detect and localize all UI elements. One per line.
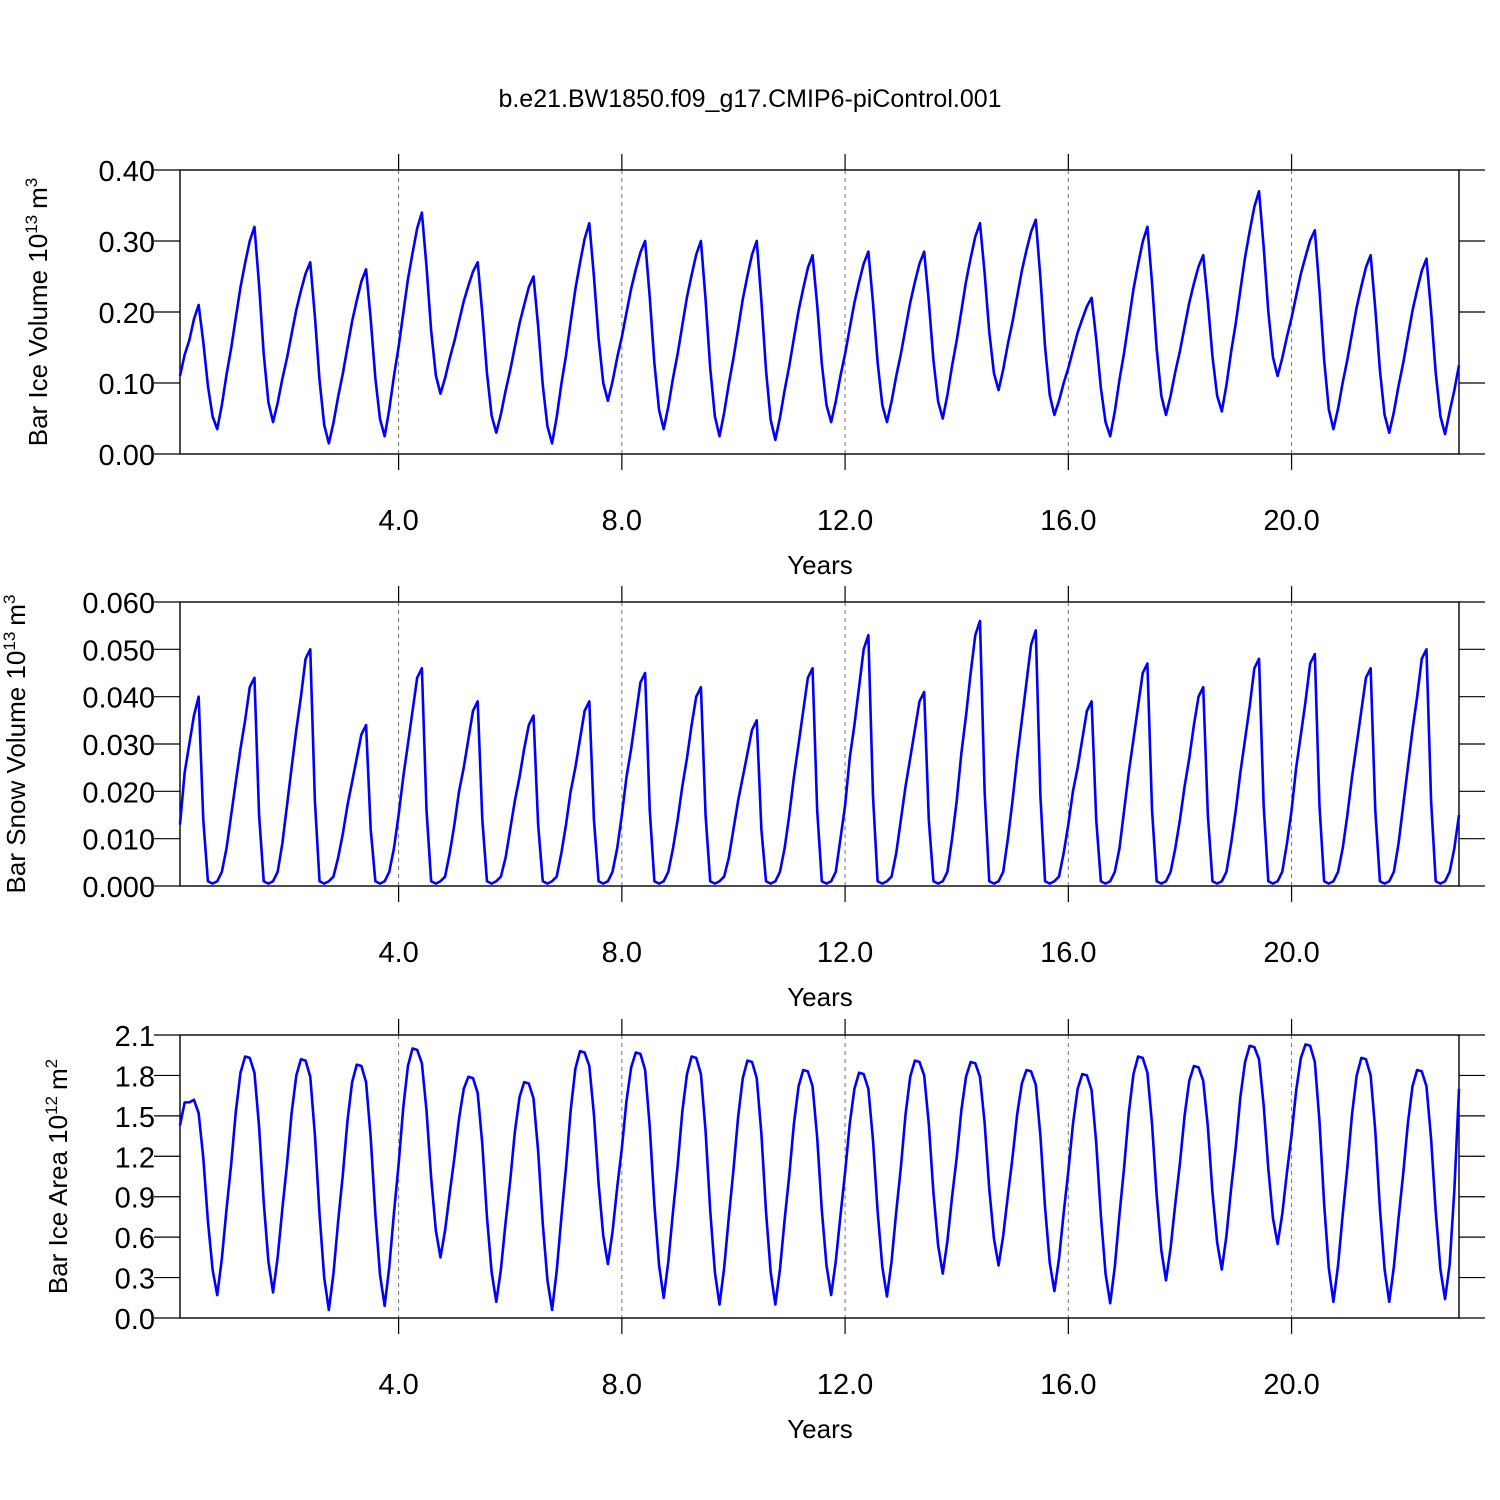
x-tick-label: 8.0 xyxy=(602,937,642,969)
y-axis-label: Bar Ice Area 1012 m2 xyxy=(42,1059,73,1294)
y-tick-label: 0.010 xyxy=(82,825,155,857)
figure-title: b.e21.BW1850.f09_g17.CMIP6-piControl.001 xyxy=(498,85,1001,113)
x-tick-label: 4.0 xyxy=(378,505,418,537)
y-tick-label: 1.2 xyxy=(115,1142,155,1174)
y-tick-label: 0.40 xyxy=(99,156,155,188)
y-label-exponent: 13 xyxy=(22,215,41,234)
y-label-unit-exponent: 3 xyxy=(0,595,19,604)
y-tick-label: 0.0 xyxy=(115,1304,155,1336)
x-tick-label: 8.0 xyxy=(602,505,642,537)
y-tick-label: 0.050 xyxy=(82,635,155,667)
x-axis-label: Years xyxy=(787,550,853,580)
y-label-unit-exponent: 3 xyxy=(22,178,41,187)
data-line xyxy=(178,190,1461,445)
x-tick-label: 12.0 xyxy=(817,505,873,537)
y-tick-label: 1.5 xyxy=(115,1102,155,1134)
y-tick-label: 0.3 xyxy=(115,1264,155,1296)
y-label-text: Bar Ice Area 10 xyxy=(43,1115,73,1294)
y-tick-label: 2.1 xyxy=(115,1021,155,1053)
x-tick-label: 20.0 xyxy=(1263,1369,1319,1401)
y-tick-label: 0.020 xyxy=(82,777,155,809)
y-tick-label: 1.8 xyxy=(115,1061,155,1093)
y-label-text: Bar Ice Volume 10 xyxy=(23,234,53,446)
x-tick-label: 12.0 xyxy=(817,937,873,969)
x-tick-label: 20.0 xyxy=(1263,505,1319,537)
x-tick-label: 4.0 xyxy=(378,937,418,969)
y-tick-label: 0.9 xyxy=(115,1183,155,1215)
y-axis-label: Bar Ice Volume 1013 m3 xyxy=(22,178,53,447)
x-tick-label: 16.0 xyxy=(1040,505,1096,537)
plot-frame xyxy=(179,601,1460,887)
data-line xyxy=(178,1043,1461,1312)
y-label-unit: m xyxy=(23,187,53,209)
y-label-unit-exponent: 2 xyxy=(42,1059,61,1068)
y-label-exponent: 13 xyxy=(0,632,19,651)
y-tick-label: 0.060 xyxy=(82,588,155,620)
y-tick-label: 0.040 xyxy=(82,683,155,715)
x-tick-label: 4.0 xyxy=(378,1369,418,1401)
plot-frame xyxy=(179,1034,1460,1319)
y-label-unit: m xyxy=(1,604,31,626)
data-line xyxy=(178,619,1461,885)
plot-frame xyxy=(179,169,1460,455)
y-tick-label: 0.000 xyxy=(82,872,155,904)
y-tick-label: 0.00 xyxy=(99,440,155,472)
y-label-exponent: 12 xyxy=(42,1096,61,1115)
y-label-unit: m xyxy=(43,1068,73,1090)
y-axis-label: Bar Snow Volume 1013 m3 xyxy=(0,595,31,894)
y-tick-label: 0.10 xyxy=(99,369,155,401)
y-tick-label: 0.6 xyxy=(115,1223,155,1255)
x-tick-label: 12.0 xyxy=(817,1369,873,1401)
x-tick-label: 16.0 xyxy=(1040,1369,1096,1401)
x-tick-label: 8.0 xyxy=(602,1369,642,1401)
y-tick-label: 0.20 xyxy=(99,298,155,330)
x-axis-label: Years xyxy=(787,1414,853,1444)
x-tick-label: 20.0 xyxy=(1263,937,1319,969)
y-tick-label: 0.030 xyxy=(82,730,155,762)
y-label-text: Bar Snow Volume 10 xyxy=(1,651,31,894)
y-tick-label: 0.30 xyxy=(99,227,155,259)
x-axis-label: Years xyxy=(787,982,853,1012)
x-tick-label: 16.0 xyxy=(1040,937,1096,969)
